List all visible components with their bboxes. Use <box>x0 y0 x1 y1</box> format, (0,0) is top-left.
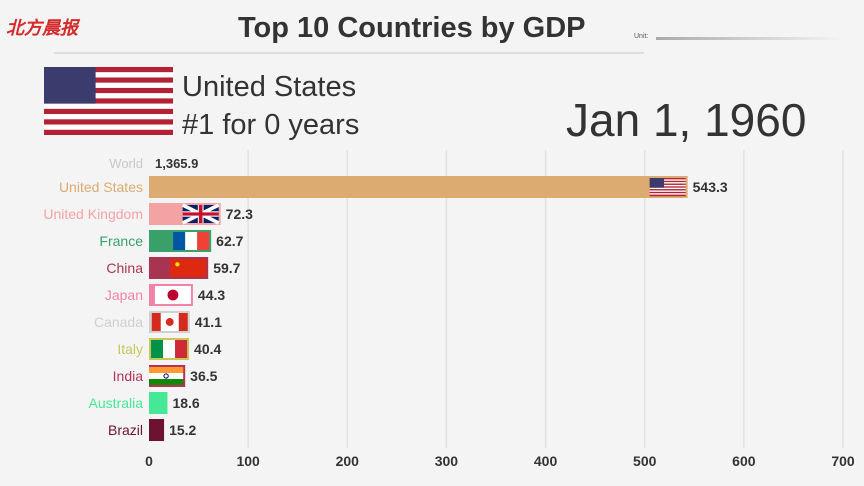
flag-band <box>151 313 161 331</box>
x-tick-label: 700 <box>831 453 855 469</box>
flag-cross <box>198 205 203 223</box>
leader-rank: #1 for 0 years <box>182 109 360 141</box>
flag-band <box>149 373 184 379</box>
value-label: 72.3 <box>226 206 253 222</box>
flag-stripe <box>44 77 173 83</box>
flag-band <box>175 340 188 358</box>
flag-stripe <box>649 178 686 180</box>
bar <box>149 176 688 198</box>
flag-stripe <box>649 180 686 183</box>
flag-leaf <box>165 318 174 326</box>
flag-stripe <box>649 186 686 188</box>
flag-canton <box>44 67 96 104</box>
value-label: 543.3 <box>693 179 728 195</box>
value-label: 15.2 <box>169 422 196 438</box>
bar-group: France 62.7 <box>99 230 244 252</box>
x-tick-label: 400 <box>534 453 558 469</box>
flag-stripe <box>44 103 173 109</box>
flag-star <box>175 262 180 267</box>
leader-flag-icon <box>44 67 173 135</box>
flag-stripe <box>44 72 173 78</box>
x-tick-label: 0 <box>145 453 153 469</box>
title-divider <box>54 52 644 54</box>
flag-stripe <box>44 67 173 73</box>
category-label: United Kingdom <box>43 206 143 222</box>
flag-stripe <box>44 82 173 89</box>
bar-group: China 59.7 <box>106 257 241 279</box>
unit-value-blurred <box>656 37 842 40</box>
flag-stripe <box>649 184 686 187</box>
value-label: 41.1 <box>195 314 222 330</box>
flag-disc <box>167 289 179 301</box>
value-label: 62.7 <box>216 233 243 249</box>
value-label: 18.6 <box>172 395 199 411</box>
flag-stripe <box>649 193 686 195</box>
category-label: France <box>99 233 143 249</box>
flag-band <box>185 232 198 250</box>
bar-group: Japan 44.3 <box>105 284 225 306</box>
flag-stripe <box>44 114 173 120</box>
flag-stripe <box>44 129 173 135</box>
value-label: 36.5 <box>190 368 217 384</box>
flag-stripe <box>649 182 686 184</box>
value-label: 44.3 <box>198 287 225 303</box>
value-label: 40.4 <box>194 341 221 357</box>
flag-stripe <box>649 189 686 191</box>
total-value: 1,365.9 <box>155 156 198 171</box>
total-label: World <box>109 156 143 171</box>
flag-band <box>173 232 186 250</box>
bar-group: Australia 18.6 <box>89 392 200 414</box>
category-label: India <box>113 368 144 384</box>
flag-stripe <box>649 191 686 194</box>
bar-group: Brazil 15.2 <box>108 419 197 441</box>
flag-stripe <box>649 194 686 197</box>
value-label: 59.7 <box>213 260 240 276</box>
bar-group: India 36.5 <box>113 365 218 387</box>
leader-panel: United States #1 for 0 years <box>182 68 359 144</box>
bar-group: United Kingdom 72.3 <box>43 203 253 225</box>
date-label: Jan 1, 1960 <box>566 94 807 146</box>
x-tick-label: 100 <box>236 453 260 469</box>
flag-stripe <box>649 190 686 193</box>
flag-canton <box>649 178 665 188</box>
bar-group: United States 543.3 <box>59 176 728 198</box>
flag-band <box>149 367 184 373</box>
category-label: Brazil <box>108 422 143 438</box>
bar <box>149 419 165 441</box>
bar-group: Italy 40.4 <box>117 338 222 360</box>
flag-stripe <box>44 87 173 94</box>
flag-band <box>197 232 210 250</box>
flag-stripe <box>649 179 686 181</box>
category-label: Italy <box>117 341 143 357</box>
flag-stripe <box>44 119 173 125</box>
category-label: Canada <box>94 314 143 330</box>
unit-label: Unit: <box>634 33 649 40</box>
flag-band <box>163 340 176 358</box>
flag-band <box>149 379 184 385</box>
x-tick-label: 200 <box>336 453 360 469</box>
flag-band <box>151 340 164 358</box>
flag-stripe <box>649 183 686 186</box>
x-tick-label: 300 <box>435 453 459 469</box>
bar-group: Canada 41.1 <box>94 311 222 333</box>
leader-name: United States <box>182 71 357 103</box>
flag-stripe <box>44 98 173 104</box>
category-label: Japan <box>105 287 143 303</box>
flag-bg <box>170 259 207 277</box>
bar <box>149 392 168 414</box>
flag-stripe <box>44 124 173 130</box>
flag-band <box>178 313 188 331</box>
flag-stripe <box>44 108 173 115</box>
flag-stripe <box>44 93 173 99</box>
category-label: China <box>106 260 143 276</box>
flag-stripe <box>649 187 686 190</box>
x-tick-label: 500 <box>633 453 657 469</box>
flag-wheel <box>163 373 169 379</box>
logo: 北方晨报 <box>6 18 78 39</box>
category-label: Australia <box>89 395 144 411</box>
chart-title: Top 10 Countries by GDP <box>238 12 586 44</box>
x-tick-label: 600 <box>732 453 756 469</box>
category-label: United States <box>59 179 143 195</box>
